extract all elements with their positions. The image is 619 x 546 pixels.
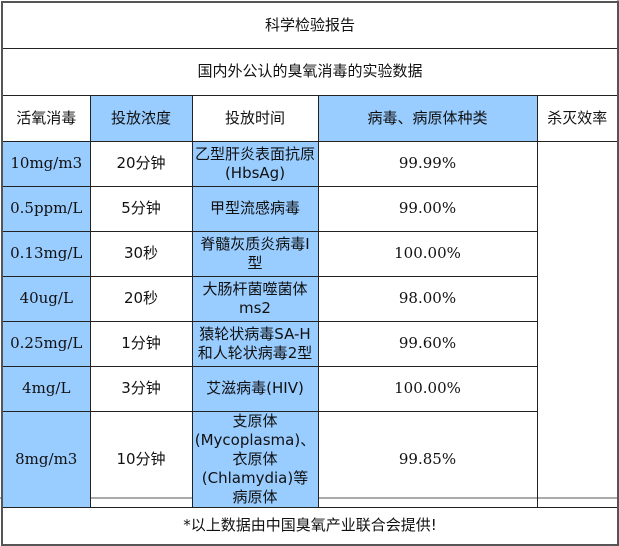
table-row: 0.5ppm/L 5分钟 甲型流感病毒 99.00% (1, 185, 618, 232)
header-pathogen: 病毒、病原体种类 (317, 94, 538, 142)
cell-pathogen: 脊髓灰质炎病毒I型 (191, 230, 319, 277)
cell-pathogen: 支原体(Mycoplasma)、衣原体(Chlamydia)等病原体 (191, 410, 319, 508)
header-efficiency: 杀灭效率 (536, 94, 619, 142)
cell-concentration: 40ug/L (1, 275, 91, 322)
cell-pathogen: 甲型流感病毒 (191, 185, 319, 232)
header-concentration: 投放浓度 (89, 94, 193, 142)
cell-concentration: 8mg/m3 (1, 410, 91, 508)
table-row: 0.25mg/L 1分钟 猿轮状病毒SA-H和人轮状病毒2型 99.60% (1, 320, 618, 367)
cell-time: 10分钟 (89, 410, 193, 508)
group-label: 活氧消毒 (1, 94, 91, 142)
cell-concentration: 0.13mg/L (1, 230, 91, 277)
cell-time: 1分钟 (89, 320, 193, 367)
report-subtitle: 国内外公认的臭氧消毒的实验数据 (1, 47, 619, 96)
cell-time: 20秒 (89, 275, 193, 322)
cell-efficiency: 100.00% (317, 365, 538, 412)
cell-efficiency: 99.60% (317, 320, 538, 367)
cell-efficiency: 100.00% (317, 230, 538, 277)
cell-concentration: 4mg/L (1, 365, 91, 412)
cell-concentration: 0.25mg/L (1, 320, 91, 367)
table-row: 40ug/L 20秒 大肠杆菌噬菌体ms2 98.00% (1, 275, 618, 322)
header-time: 投放时间 (191, 94, 319, 142)
table-row: 8mg/m3 10分钟 支原体(Mycoplasma)、衣原体(Chlamydia)… (1, 410, 618, 508)
cell-time: 30秒 (89, 230, 193, 277)
cell-pathogen: 猿轮状病毒SA-H和人轮状病毒2型 (191, 320, 319, 367)
cell-pathogen: 乙型肝炎表面抗原(HbsAg) (191, 140, 319, 187)
cell-concentration: 0.5ppm/L (1, 185, 91, 232)
cell-efficiency: 99.00% (317, 185, 538, 232)
report-title: 科学检验报告 (1, 1, 619, 49)
cell-efficiency: 99.99% (317, 140, 538, 187)
cell-time: 3分钟 (89, 365, 193, 412)
cell-efficiency: 98.00% (317, 275, 538, 322)
cell-pathogen: 艾滋病毒(HIV) (191, 365, 319, 412)
table-row: 0.13mg/L 30秒 脊髓灰质炎病毒I型 100.00% (1, 230, 618, 277)
cell-time: 5分钟 (89, 185, 193, 232)
cell-efficiency: 99.85% (317, 410, 538, 508)
cell-pathogen: 大肠杆菌噬菌体ms2 (191, 275, 319, 322)
footer-note: *以上数据由中国臭氧产业联合会提供! (1, 506, 619, 546)
table-row: 10mg/m3 20分钟 乙型肝炎表面抗原(HbsAg) 99.99% (1, 140, 618, 187)
cell-time: 20分钟 (89, 140, 193, 187)
table-row: 4mg/L 3分钟 艾滋病毒(HIV) 100.00% (1, 365, 618, 412)
cell-concentration: 10mg/m3 (1, 140, 91, 187)
